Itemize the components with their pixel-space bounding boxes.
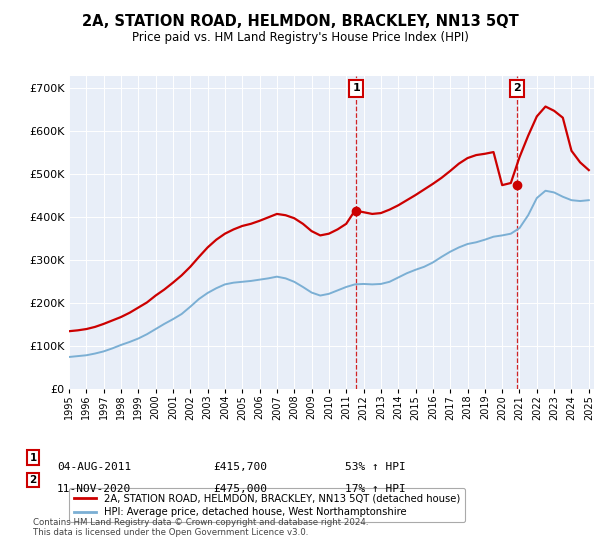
Text: 1: 1 <box>352 83 360 94</box>
Text: 2A, STATION ROAD, HELMDON, BRACKLEY, NN13 5QT: 2A, STATION ROAD, HELMDON, BRACKLEY, NN1… <box>82 14 518 29</box>
Text: 17% ↑ HPI: 17% ↑ HPI <box>345 484 406 494</box>
Text: 1: 1 <box>29 452 37 463</box>
Text: Price paid vs. HM Land Registry's House Price Index (HPI): Price paid vs. HM Land Registry's House … <box>131 31 469 44</box>
Text: 2: 2 <box>29 475 37 485</box>
Text: 04-AUG-2011: 04-AUG-2011 <box>57 462 131 472</box>
Text: £475,000: £475,000 <box>213 484 267 494</box>
Text: Contains HM Land Registry data © Crown copyright and database right 2024.
This d: Contains HM Land Registry data © Crown c… <box>33 518 368 538</box>
Legend: 2A, STATION ROAD, HELMDON, BRACKLEY, NN13 5QT (detached house), HPI: Average pri: 2A, STATION ROAD, HELMDON, BRACKLEY, NN1… <box>69 488 465 522</box>
Text: 53% ↑ HPI: 53% ↑ HPI <box>345 462 406 472</box>
Text: £415,700: £415,700 <box>213 462 267 472</box>
Text: 11-NOV-2020: 11-NOV-2020 <box>57 484 131 494</box>
Text: 2: 2 <box>513 83 521 94</box>
